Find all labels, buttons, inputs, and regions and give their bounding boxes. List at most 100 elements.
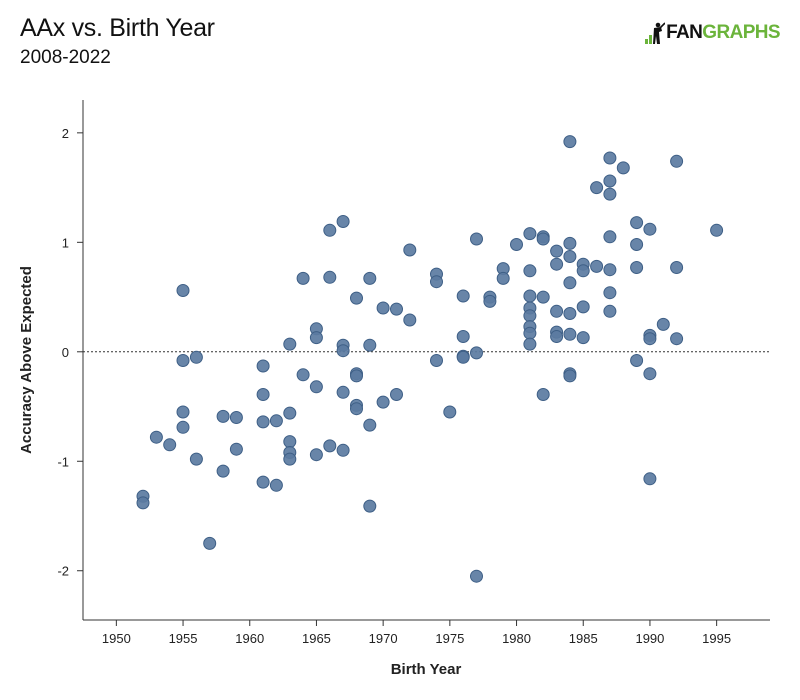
scatter-point[interactable] <box>643 222 657 236</box>
scatter-point[interactable] <box>390 302 403 316</box>
scatter-point[interactable] <box>603 263 617 277</box>
scatter-point[interactable] <box>643 367 657 381</box>
scatter-point[interactable] <box>523 326 537 340</box>
scatter-point[interactable] <box>283 337 297 351</box>
scatter-point[interactable] <box>203 536 217 550</box>
scatter-point[interactable] <box>216 464 230 478</box>
scatter-point[interactable] <box>550 244 564 258</box>
scatter-point[interactable] <box>323 223 337 237</box>
scatter-point[interactable] <box>536 232 550 246</box>
scatter-point[interactable] <box>630 216 644 230</box>
scatter-point[interactable] <box>576 300 590 314</box>
scatter-point[interactable] <box>269 478 283 492</box>
scatter-point[interactable] <box>590 181 604 195</box>
scatter-point[interactable] <box>643 332 657 346</box>
scatter-point[interactable] <box>283 452 297 466</box>
scatter-point[interactable] <box>470 346 483 360</box>
scatter-point[interactable] <box>363 418 377 432</box>
scatter-point[interactable] <box>176 420 190 434</box>
scatter-point[interactable] <box>283 406 297 420</box>
scatter-point[interactable] <box>443 405 457 419</box>
scatter-point[interactable] <box>550 257 564 271</box>
scatter-point[interactable] <box>630 354 644 367</box>
scatter-point[interactable] <box>189 350 203 364</box>
scatter-point[interactable] <box>309 448 323 462</box>
scatter-point[interactable] <box>163 438 177 452</box>
scatter-point[interactable] <box>363 499 377 513</box>
scatter-point[interactable] <box>283 435 297 449</box>
scatter-point[interactable] <box>563 135 577 149</box>
scatter-point[interactable] <box>336 215 350 228</box>
scatter-point[interactable] <box>523 264 537 278</box>
scatter-point[interactable] <box>403 243 417 257</box>
scatter-point[interactable] <box>336 385 350 399</box>
scatter-point[interactable] <box>576 264 590 278</box>
scatter-point[interactable] <box>403 313 417 327</box>
scatter-point[interactable] <box>149 430 163 444</box>
scatter-point[interactable] <box>136 496 150 510</box>
scatter-point[interactable] <box>256 388 270 401</box>
scatter-point[interactable] <box>590 259 604 273</box>
scatter-point[interactable] <box>550 304 564 318</box>
scatter-point[interactable] <box>216 409 230 423</box>
scatter-point[interactable] <box>323 439 337 453</box>
scatter-point[interactable] <box>563 327 577 341</box>
fangraphs-logo[interactable]: FAN GRAPHS <box>645 20 781 46</box>
scatter-point[interactable] <box>296 271 310 285</box>
scatter-point[interactable] <box>229 411 243 424</box>
scatter-point[interactable] <box>336 344 350 358</box>
scatter-point[interactable] <box>670 332 684 346</box>
scatter-point[interactable] <box>470 232 483 246</box>
scatter-point[interactable] <box>176 405 190 419</box>
scatter-point[interactable] <box>523 337 537 351</box>
scatter-point[interactable] <box>496 271 510 285</box>
scatter-point[interactable] <box>430 275 443 289</box>
scatter-point[interactable] <box>229 442 243 456</box>
scatter-point[interactable] <box>603 286 617 300</box>
scatter-point[interactable] <box>603 230 617 244</box>
scatter-point[interactable] <box>523 227 537 241</box>
scatter-point[interactable] <box>563 307 577 320</box>
scatter-point[interactable] <box>563 276 577 290</box>
scatter-point[interactable] <box>536 290 550 304</box>
scatter-point[interactable] <box>256 415 270 429</box>
scatter-point[interactable] <box>576 331 590 345</box>
scatter-point[interactable] <box>523 309 537 323</box>
scatter-point[interactable] <box>456 330 470 343</box>
scatter-point[interactable] <box>630 238 644 251</box>
scatter-point[interactable] <box>603 151 617 165</box>
scatter-point[interactable] <box>390 388 403 401</box>
scatter-point[interactable] <box>176 284 190 297</box>
scatter-point[interactable] <box>470 569 483 583</box>
scatter-point[interactable] <box>376 301 390 315</box>
scatter-point[interactable] <box>483 294 497 308</box>
scatter-point[interactable] <box>523 289 537 303</box>
scatter-point[interactable] <box>456 350 470 364</box>
scatter-point[interactable] <box>630 261 644 274</box>
scatter-point[interactable] <box>256 359 270 373</box>
scatter-point[interactable] <box>603 304 617 318</box>
scatter-point[interactable] <box>376 395 390 409</box>
scatter-point[interactable] <box>670 261 684 274</box>
scatter-point[interactable] <box>536 388 550 401</box>
scatter-point[interactable] <box>510 238 523 251</box>
scatter-point[interactable] <box>189 452 203 466</box>
scatter-point[interactable] <box>563 250 577 263</box>
scatter-point[interactable] <box>309 331 323 345</box>
scatter-point[interactable] <box>456 289 470 303</box>
scatter-point[interactable] <box>363 338 377 352</box>
scatter-point[interactable] <box>550 330 564 343</box>
scatter-point[interactable] <box>309 380 323 394</box>
scatter-point[interactable] <box>350 402 363 416</box>
scatter-point[interactable] <box>670 154 684 168</box>
scatter-point[interactable] <box>430 354 443 367</box>
scatter-point[interactable] <box>643 472 657 486</box>
scatter-point[interactable] <box>336 443 350 457</box>
scatter-point[interactable] <box>296 368 310 382</box>
scatter-point[interactable] <box>350 369 363 383</box>
scatter-point[interactable] <box>616 161 630 175</box>
scatter-point[interactable] <box>363 271 377 285</box>
scatter-point[interactable] <box>350 291 363 305</box>
scatter-point[interactable] <box>176 354 190 367</box>
scatter-point[interactable] <box>256 475 270 489</box>
